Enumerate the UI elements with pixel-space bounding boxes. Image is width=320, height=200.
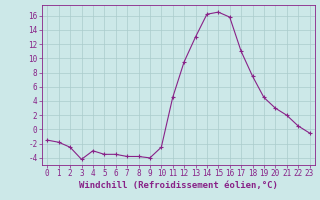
X-axis label: Windchill (Refroidissement éolien,°C): Windchill (Refroidissement éolien,°C) xyxy=(79,181,278,190)
